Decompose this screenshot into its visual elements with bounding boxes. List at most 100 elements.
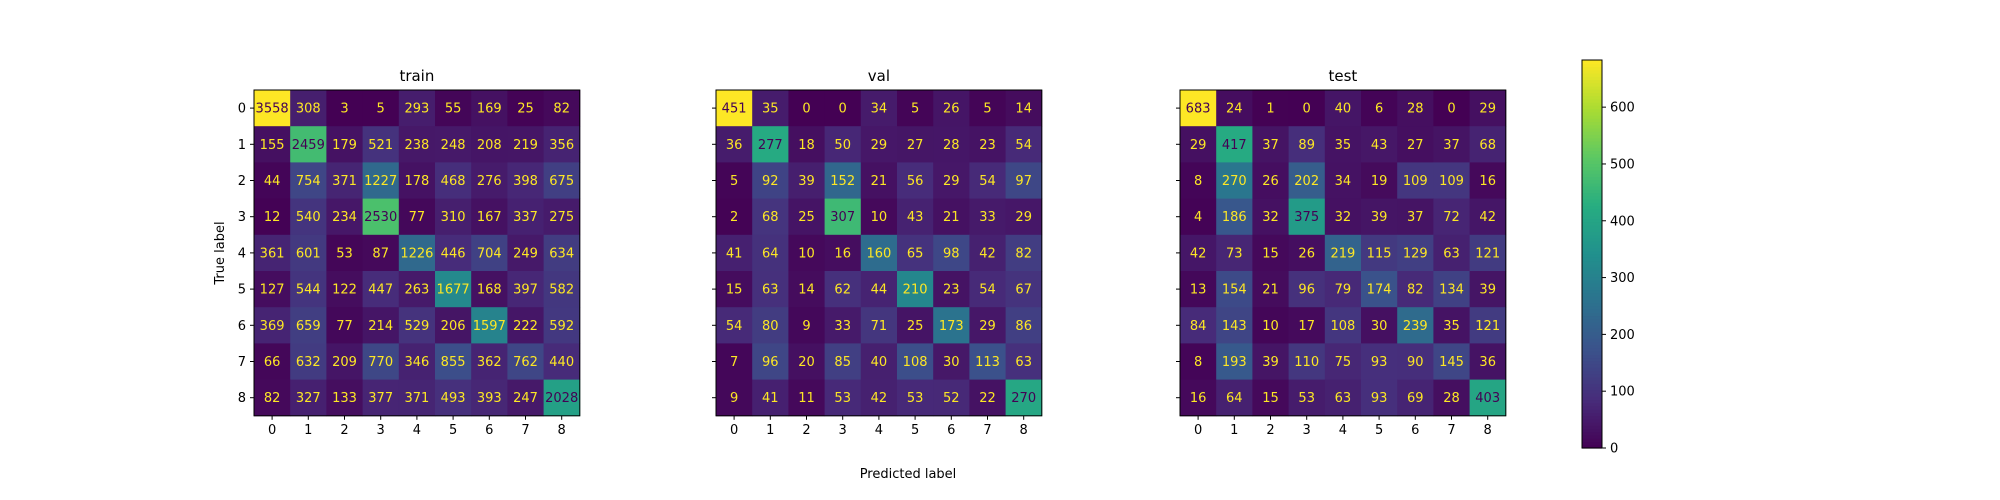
heatmap-cell bbox=[398, 162, 436, 199]
heatmap-cell bbox=[1180, 126, 1217, 163]
y-tick-label: 2 bbox=[238, 174, 246, 189]
cell-value-label: 35 bbox=[1443, 319, 1460, 334]
cell-value-label: 82 bbox=[1407, 283, 1424, 298]
colorbar-segment bbox=[1582, 296, 1602, 300]
cell-value-label: 39 bbox=[1479, 283, 1496, 298]
heatmap-cell bbox=[1216, 343, 1253, 380]
heatmap-cell bbox=[969, 343, 1006, 380]
cell-value-label: 29 bbox=[871, 138, 888, 153]
heatmap-cell bbox=[471, 379, 508, 417]
heatmap-cell bbox=[398, 234, 436, 272]
heatmap-cell bbox=[1361, 307, 1398, 344]
colorbar-segment bbox=[1582, 69, 1602, 74]
heatmap-cell bbox=[1324, 379, 1362, 417]
colorbar-segment bbox=[1582, 92, 1602, 97]
heatmap-cell bbox=[543, 271, 581, 308]
cell-value-label: 3 bbox=[340, 102, 348, 117]
heatmap-cell bbox=[1252, 198, 1289, 236]
heatmap-cell bbox=[435, 379, 472, 417]
colorbar-segment bbox=[1582, 192, 1602, 197]
x-tick-label: 4 bbox=[413, 423, 421, 438]
cell-value-label: 62 bbox=[834, 283, 851, 298]
heatmap-cell bbox=[290, 307, 327, 344]
colorbar-segment bbox=[1582, 321, 1602, 326]
colorbar-segment bbox=[1582, 250, 1602, 255]
heatmap-cell bbox=[435, 90, 472, 127]
colorbar-segment bbox=[1582, 85, 1602, 90]
colorbar-segment bbox=[1582, 108, 1602, 113]
heatmap-cell bbox=[1361, 271, 1398, 308]
cell-value-label: 219 bbox=[513, 138, 538, 153]
cell-value-label: 84 bbox=[1190, 319, 1207, 334]
cell-value-label: 5 bbox=[911, 102, 919, 117]
cell-value-label: 28 bbox=[1443, 391, 1460, 406]
cell-value-label: 96 bbox=[1298, 283, 1315, 298]
heatmap-cell bbox=[435, 343, 472, 380]
heatmap-cell bbox=[897, 198, 934, 236]
cell-value-label: 37 bbox=[1407, 210, 1424, 225]
heatmap-cell bbox=[326, 90, 363, 127]
cell-value-label: 127 bbox=[260, 283, 285, 298]
x-tick-label: 4 bbox=[1339, 423, 1347, 438]
colorbar-segment bbox=[1582, 118, 1602, 123]
heatmap-cell bbox=[471, 307, 508, 344]
cell-value-label: 35 bbox=[1335, 138, 1352, 153]
cell-value-label: 63 bbox=[762, 283, 779, 298]
cell-value-label: 129 bbox=[1403, 246, 1428, 261]
cell-value-label: 72 bbox=[1443, 210, 1460, 225]
cell-value-label: 222 bbox=[513, 319, 538, 334]
colorbar-segment bbox=[1582, 186, 1602, 190]
cell-value-label: 11 bbox=[798, 391, 815, 406]
cell-value-label: 0 bbox=[1447, 102, 1455, 117]
cell-value-label: 24 bbox=[1226, 102, 1243, 117]
cell-value-label: 4 bbox=[1194, 210, 1202, 225]
cell-value-label: 239 bbox=[1403, 319, 1428, 334]
heatmap-cell bbox=[1005, 90, 1043, 127]
heatmap-cell bbox=[326, 126, 363, 163]
cell-value-label: 13 bbox=[1190, 283, 1207, 298]
colorbar-tick-label: 600 bbox=[1610, 101, 1635, 116]
colorbar-segment bbox=[1582, 195, 1602, 200]
x-tick-label: 4 bbox=[875, 423, 883, 438]
colorbar-segment bbox=[1582, 415, 1602, 420]
heatmap-cell bbox=[290, 234, 327, 272]
heatmap-cell bbox=[788, 343, 825, 380]
cell-value-label: 143 bbox=[1222, 319, 1247, 334]
cell-value-label: 39 bbox=[798, 174, 815, 189]
heatmap-cell bbox=[860, 90, 898, 127]
colorbar-segment bbox=[1582, 169, 1602, 174]
heatmap-cell bbox=[1324, 198, 1362, 236]
heatmap-cell bbox=[507, 234, 544, 272]
heatmap-cell bbox=[507, 379, 544, 417]
colorbar-segment bbox=[1582, 237, 1602, 242]
heatmap-cell bbox=[1216, 198, 1253, 236]
heatmap-cell bbox=[716, 343, 753, 380]
cell-value-label: 152 bbox=[830, 174, 855, 189]
y-tick-label: 8 bbox=[238, 391, 246, 406]
colorbar-segment bbox=[1582, 393, 1602, 397]
x-tick-label: 0 bbox=[1194, 423, 1202, 438]
x-tick-label: 8 bbox=[1020, 423, 1028, 438]
cell-value-label: 82 bbox=[1015, 246, 1032, 261]
colorbar-segment bbox=[1582, 283, 1602, 287]
cell-value-label: 98 bbox=[943, 246, 960, 261]
heatmap-cell bbox=[1180, 307, 1217, 344]
cell-value-label: 43 bbox=[1371, 138, 1388, 153]
heatmap-cell bbox=[897, 307, 934, 344]
heatmap-cell bbox=[362, 379, 400, 417]
heatmap-cell bbox=[471, 126, 508, 163]
colorbar-segment bbox=[1582, 60, 1602, 64]
heatmap-cell bbox=[1433, 162, 1470, 199]
cell-value-label: 21 bbox=[871, 174, 888, 189]
cell-value-label: 97 bbox=[1015, 174, 1032, 189]
heatmap-cell bbox=[1180, 90, 1217, 127]
heatmap-cell bbox=[1397, 234, 1434, 272]
cell-value-label: 86 bbox=[1015, 319, 1032, 334]
cell-value-label: 53 bbox=[834, 391, 851, 406]
heatmap-cell bbox=[507, 90, 544, 127]
y-axis-label: True label bbox=[213, 221, 228, 285]
cell-value-label: 308 bbox=[296, 102, 321, 117]
x-tick-label: 0 bbox=[268, 423, 276, 438]
